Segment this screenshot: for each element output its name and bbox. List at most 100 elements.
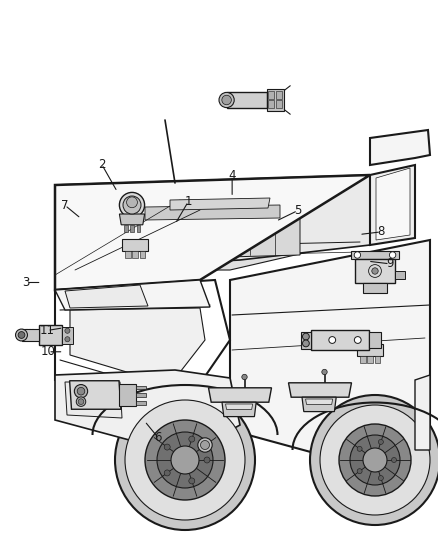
Polygon shape [120, 207, 300, 260]
Circle shape [350, 435, 400, 485]
Text: 3: 3 [23, 276, 30, 289]
Circle shape [189, 436, 195, 442]
Circle shape [125, 400, 245, 520]
Polygon shape [226, 92, 266, 108]
Polygon shape [376, 168, 410, 240]
Circle shape [171, 446, 199, 474]
Text: 7: 7 [61, 199, 69, 212]
Circle shape [127, 197, 138, 208]
Polygon shape [268, 100, 274, 108]
Circle shape [145, 420, 225, 500]
Polygon shape [306, 399, 332, 405]
Polygon shape [230, 240, 430, 460]
Circle shape [363, 448, 387, 472]
Polygon shape [55, 280, 210, 310]
Circle shape [115, 390, 255, 530]
Polygon shape [124, 225, 127, 232]
Text: 8: 8 [378, 225, 385, 238]
Polygon shape [139, 251, 145, 257]
Polygon shape [130, 225, 134, 232]
Polygon shape [355, 259, 395, 283]
Text: 6: 6 [154, 431, 162, 443]
Polygon shape [351, 251, 399, 259]
Polygon shape [301, 332, 311, 349]
Circle shape [78, 399, 84, 405]
Circle shape [204, 457, 210, 463]
Polygon shape [70, 381, 121, 409]
Circle shape [354, 252, 360, 258]
Circle shape [329, 337, 336, 343]
Polygon shape [276, 92, 282, 99]
Circle shape [357, 446, 362, 451]
Polygon shape [311, 330, 369, 350]
Circle shape [222, 95, 231, 105]
Circle shape [378, 475, 383, 481]
Polygon shape [55, 175, 370, 270]
Circle shape [76, 397, 86, 406]
Polygon shape [360, 356, 365, 362]
Text: 1: 1 [184, 195, 192, 208]
Polygon shape [369, 333, 381, 348]
Circle shape [201, 440, 209, 449]
Circle shape [303, 333, 309, 340]
Circle shape [357, 469, 362, 474]
Polygon shape [145, 205, 280, 220]
Circle shape [339, 424, 411, 496]
Polygon shape [370, 165, 415, 245]
Circle shape [164, 470, 170, 476]
Polygon shape [70, 308, 205, 385]
Polygon shape [370, 130, 430, 165]
Circle shape [157, 432, 213, 488]
Polygon shape [55, 178, 360, 270]
Polygon shape [55, 175, 370, 290]
Polygon shape [395, 271, 406, 279]
Circle shape [320, 405, 430, 515]
Polygon shape [374, 356, 380, 362]
Polygon shape [268, 92, 274, 99]
Polygon shape [55, 370, 240, 455]
Text: 4: 4 [228, 169, 236, 182]
Circle shape [242, 374, 247, 379]
Polygon shape [276, 100, 282, 108]
Circle shape [322, 369, 327, 375]
Circle shape [120, 192, 145, 217]
Polygon shape [136, 401, 145, 405]
Circle shape [378, 439, 383, 445]
Polygon shape [170, 198, 270, 210]
Circle shape [65, 337, 70, 342]
Polygon shape [65, 382, 122, 418]
Circle shape [18, 332, 25, 338]
Circle shape [389, 252, 396, 258]
Polygon shape [65, 285, 148, 308]
Polygon shape [367, 356, 373, 362]
Text: 11: 11 [40, 324, 55, 337]
Polygon shape [21, 329, 39, 341]
Text: 9: 9 [386, 257, 394, 270]
Polygon shape [222, 402, 256, 417]
Circle shape [198, 438, 212, 452]
Polygon shape [226, 404, 253, 409]
Polygon shape [137, 225, 140, 232]
Circle shape [392, 457, 396, 463]
Circle shape [219, 92, 234, 108]
Polygon shape [122, 239, 148, 251]
Polygon shape [125, 251, 131, 257]
Text: 2: 2 [98, 158, 106, 171]
Polygon shape [363, 283, 387, 293]
Polygon shape [62, 327, 73, 343]
Polygon shape [132, 251, 138, 257]
Polygon shape [415, 375, 430, 450]
Polygon shape [119, 384, 136, 406]
Polygon shape [289, 383, 352, 397]
Circle shape [123, 196, 141, 214]
Polygon shape [120, 214, 145, 225]
Polygon shape [136, 393, 145, 397]
Circle shape [74, 384, 88, 398]
Circle shape [303, 340, 309, 347]
Circle shape [77, 387, 85, 395]
Polygon shape [357, 344, 383, 356]
Polygon shape [266, 88, 283, 111]
Circle shape [372, 268, 378, 274]
Polygon shape [208, 388, 272, 402]
Polygon shape [39, 325, 62, 345]
